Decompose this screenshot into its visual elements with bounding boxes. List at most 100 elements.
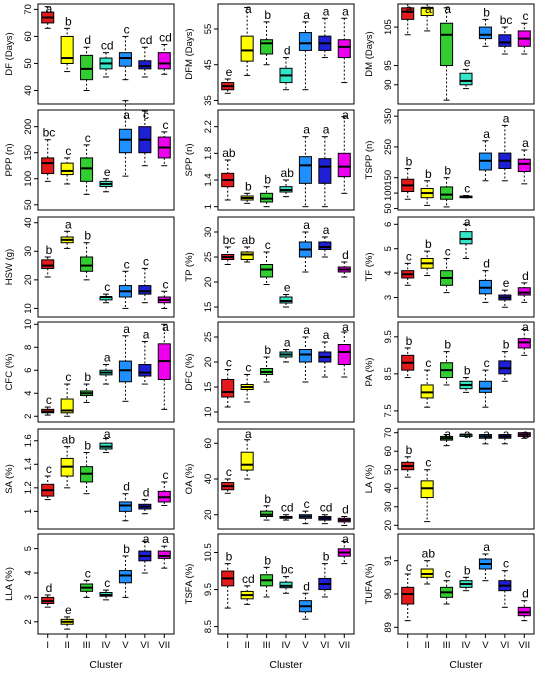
box-cluster-II	[240, 251, 254, 260]
x-tick-label: I	[46, 640, 49, 651]
significance-letter: e	[104, 165, 111, 179]
box-cluster-VI	[318, 158, 332, 184]
significance-letter: c	[104, 576, 110, 590]
significance-letter: c	[85, 566, 91, 580]
box-cluster-III	[260, 39, 274, 55]
x-tick-label: VI	[320, 640, 329, 651]
y-tick-label: 10	[23, 319, 34, 330]
x-tick-label: III	[263, 640, 271, 651]
significance-letter: a	[342, 108, 349, 122]
y-tick-label: 1.2	[23, 481, 34, 494]
y-tick-label: 91	[383, 555, 394, 566]
y-axis-label: CFC (%)	[4, 354, 15, 391]
y-tick-label: 25	[203, 252, 214, 263]
box-cluster-V	[118, 128, 132, 154]
significance-letter: bc	[43, 126, 56, 140]
significance-letter: b	[323, 550, 330, 564]
y-tick-label: 30	[383, 501, 394, 512]
box-cluster-I	[41, 157, 55, 175]
y-axis-label: TP (%)	[184, 252, 195, 281]
plot-frame	[217, 216, 355, 318]
significance-letter: c	[245, 361, 251, 375]
y-tick-label: 105	[383, 19, 394, 35]
y-tick-label: 100	[23, 171, 34, 187]
box-cluster-III	[260, 192, 274, 203]
significance-letter: d	[303, 579, 310, 593]
box-cluster-II	[60, 35, 74, 64]
significance-letter: ab	[222, 146, 236, 160]
y-axis-label: DFM (Days)	[184, 28, 195, 79]
plot-frame	[37, 109, 175, 211]
significance-letter: b	[123, 542, 130, 556]
x-tick-label: V	[122, 640, 129, 651]
box-cluster-V	[298, 32, 312, 51]
plot-frame	[217, 109, 355, 211]
significance-letter: b	[425, 237, 432, 251]
significance-letter: a	[65, 217, 72, 231]
y-tick-label: 5	[383, 246, 394, 251]
significance-letter: d	[84, 33, 91, 47]
significance-letter: a	[162, 320, 169, 334]
box-cluster-II	[240, 451, 254, 471]
box-cluster-V	[478, 380, 492, 393]
significance-letter: b	[84, 229, 91, 243]
significance-letter: b	[264, 492, 271, 506]
box-cluster-V	[298, 349, 312, 363]
y-tick-label: 35	[203, 95, 214, 106]
y-tick-label: 60	[23, 31, 34, 42]
x-axis-label: Cluster	[449, 659, 483, 671]
box-cluster-IV	[459, 72, 473, 86]
x-axis-label: Cluster	[89, 659, 123, 671]
significance-letter: c	[265, 238, 271, 252]
box-cluster-V	[118, 501, 132, 512]
significance-letter: c	[124, 22, 130, 36]
significance-letter: c	[143, 254, 149, 268]
box-cluster-V	[118, 52, 132, 67]
box-cluster-II	[60, 162, 74, 176]
significance-letter: c	[46, 462, 52, 476]
y-tick-label: 90	[383, 79, 394, 90]
significance-letter: bc	[223, 233, 236, 247]
significance-letter: d	[143, 486, 150, 500]
significance-letter: c	[503, 557, 509, 571]
y-tick-label: 9.5	[203, 583, 214, 596]
box-cluster-III	[440, 22, 454, 67]
significance-letter: a	[303, 123, 310, 137]
y-tick-label: 1	[23, 509, 34, 514]
significance-letter: b	[46, 243, 53, 257]
y-tick-label: 9.5	[383, 330, 394, 343]
significance-letter: c	[522, 9, 528, 23]
x-tick-label: III	[83, 640, 91, 651]
y-tick-label: 10.5	[203, 543, 214, 562]
y-tick-label: 70	[383, 427, 394, 438]
significance-letter: a	[143, 532, 150, 546]
box-cluster-VII	[337, 39, 351, 59]
y-tick-label: 50	[383, 464, 394, 475]
significance-letter: c	[406, 560, 412, 574]
box-cluster-I	[401, 586, 415, 605]
x-tick-label: IV	[282, 640, 292, 651]
box-cluster-V	[298, 156, 312, 184]
significance-letter: e	[226, 65, 233, 79]
significance-letter: ab	[281, 166, 295, 180]
plot-frame	[217, 321, 355, 423]
box-cluster-III	[260, 264, 274, 278]
x-tick-label: IV	[102, 640, 112, 651]
y-tick-label: 40	[383, 483, 394, 494]
box-cluster-I	[401, 7, 415, 20]
significance-letter: a	[342, 320, 349, 334]
box-cluster-VII	[517, 287, 531, 296]
significance-letter: e	[503, 276, 510, 290]
y-tick-label: 8.5	[383, 367, 394, 380]
significance-letter: d	[522, 587, 529, 601]
y-tick-label: 3	[383, 295, 394, 300]
